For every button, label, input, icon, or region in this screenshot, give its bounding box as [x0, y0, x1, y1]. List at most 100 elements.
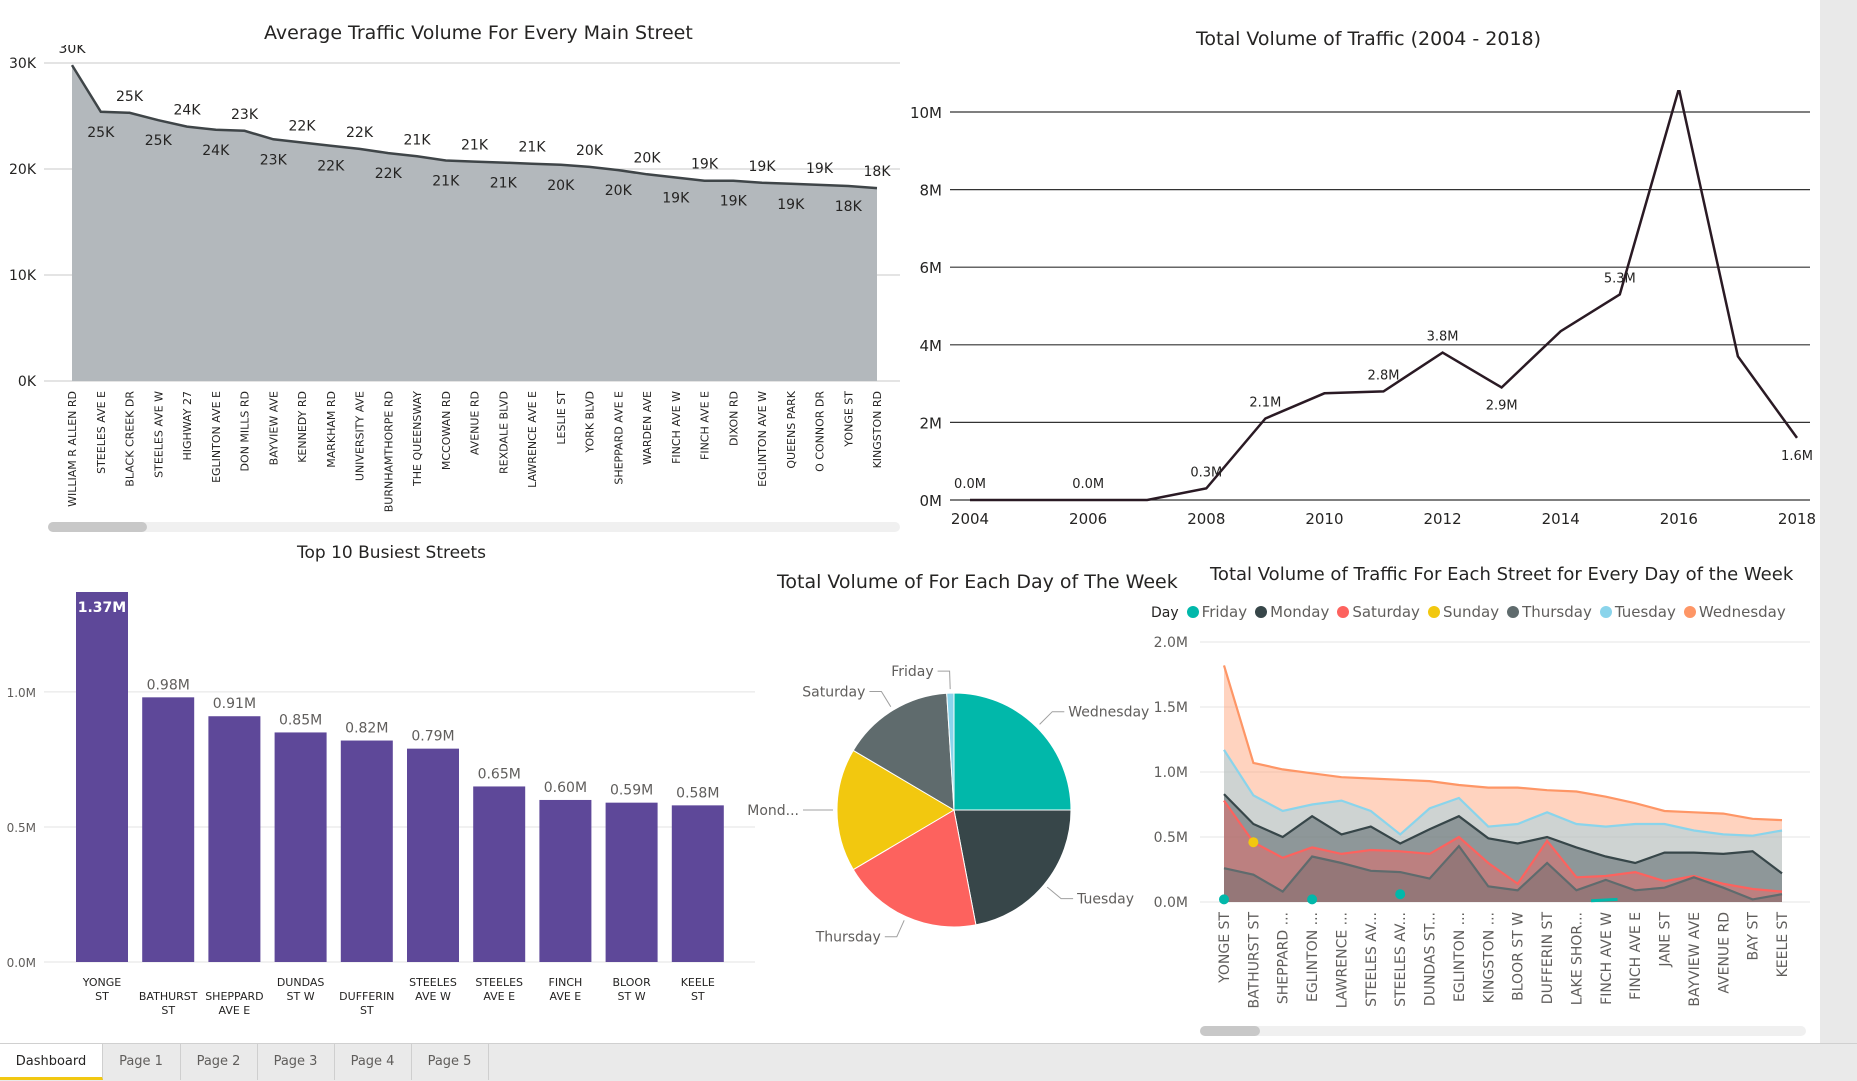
bar-category-label: AVE E [483, 990, 515, 1003]
year-xtick-label: 2014 [1542, 510, 1580, 528]
avg-data-label: 19K [806, 161, 834, 177]
bar-category-label: ST [691, 990, 705, 1003]
year-series-line [970, 90, 1799, 502]
bar-ytick-label: 0.0M [7, 956, 36, 970]
street-series-line [1223, 799, 1783, 893]
pie-slice-label: Thursday [815, 930, 881, 946]
bar-data-label: 0.79M [411, 729, 454, 745]
avg-data-label: 18K [835, 199, 863, 215]
avg-data-label: 18K [864, 164, 892, 180]
pie-slice-label: Friday [891, 664, 933, 680]
street-series-area [1224, 846, 1782, 902]
legend-title: Day [1151, 605, 1179, 621]
street-chart-scrollbar[interactable] [1200, 1026, 1806, 1036]
legend-item[interactable]: Wednesday [1676, 603, 1786, 621]
avg-area-fill [72, 65, 877, 381]
street-series-area [1224, 665, 1782, 902]
street-category-label: KINGSTON ... [1481, 912, 1497, 1003]
bar-category-label: BLOOR [612, 976, 651, 989]
avg-data-label: 22K [346, 125, 374, 141]
legend-label: Tuesday [1614, 603, 1676, 621]
day-pie-chart: Wednesday Tuesday Thursday Mond... Saturday F… [747, 664, 1149, 946]
street-chart-scroll-thumb[interactable] [1200, 1026, 1260, 1036]
tab-page-5[interactable]: Page 5 [411, 1044, 489, 1080]
tab-page-1[interactable]: Page 1 [102, 1044, 181, 1080]
avg-chart-scroll-thumb[interactable] [48, 522, 147, 532]
year-data-label: 3.8M [1427, 330, 1459, 345]
legend-swatch [1599, 606, 1612, 618]
bar-category-label: DUNDAS [277, 976, 325, 989]
page-tab-bar: Dashboard Page 1 Page 2 Page 3 Page 4 Page 5 [0, 1043, 1857, 1081]
legend-item[interactable]: Tuesday [1592, 603, 1676, 621]
street-category-label: EGLINTON ... [1452, 912, 1468, 1002]
street-ytick-label: 1.5M [1154, 700, 1188, 716]
avg-data-label: 19K [662, 190, 690, 206]
avg-data-label: 24K [202, 143, 230, 159]
year-ytick-label: 4M [920, 337, 943, 355]
pie-slice [946, 692, 955, 811]
avg-area-line [70, 64, 878, 190]
legend-item[interactable]: Thursday [1499, 603, 1592, 621]
tab-page-3[interactable]: Page 3 [257, 1044, 335, 1080]
top10-bar-chart: 0.0M0.5M1.0M1.37MYONGEST0.98MBATHURSTST0… [7, 592, 755, 1017]
bar-data-label: 0.65M [478, 766, 521, 782]
bar-category-label: AVE E [550, 990, 582, 1003]
year-ytick-label: 2M [920, 414, 943, 432]
avg-category-label: BURNHAMTHORPE RD [382, 391, 395, 512]
street-category-label: EGLINTON ... [1305, 912, 1321, 1002]
avg-data-label: 22K [317, 159, 345, 175]
avg-category-label: LESLIE ST [555, 391, 568, 445]
legend-swatch [1427, 606, 1440, 618]
pie-slice [836, 749, 955, 871]
street-ytick-label: 0.0M [1154, 895, 1188, 911]
legend-item[interactable]: Monday [1247, 603, 1329, 621]
avg-category-label: YONGE ST [842, 391, 855, 448]
legend-item[interactable]: Friday [1179, 603, 1247, 621]
year-xtick-label: 2012 [1423, 510, 1461, 528]
legend-label: Sunday [1442, 603, 1500, 621]
legend-swatch [1186, 606, 1199, 618]
year-data-label: 1.6M [1781, 449, 1813, 464]
street-ytick-label: 2.0M [1154, 635, 1188, 651]
avg-ytick-label: 10K [9, 268, 37, 284]
year-xtick-label: 2008 [1187, 510, 1225, 528]
street-category-label: BAY ST [1746, 912, 1762, 961]
pie-slice [852, 809, 977, 928]
tab-dashboard[interactable]: Dashboard [0, 1044, 103, 1080]
pie-leader-line [1039, 711, 1065, 725]
year-xtick-label: 2006 [1069, 510, 1107, 528]
bar [76, 592, 128, 962]
street-category-label: STEELES AV... [1364, 912, 1380, 1007]
street-category-label: KEELE ST [1775, 912, 1791, 978]
avg-category-label: AVENUE RD [469, 391, 482, 455]
bar-category-label: STEELES [475, 976, 523, 989]
tab-page-2[interactable]: Page 2 [180, 1044, 258, 1080]
year-xtick-label: 2016 [1660, 510, 1698, 528]
bar-ytick-label: 0.5M [7, 821, 36, 835]
tab-page-4[interactable]: Page 4 [334, 1044, 412, 1080]
legend-item[interactable]: Saturday [1329, 603, 1420, 621]
avg-ytick-label: 0K [18, 374, 37, 390]
year-ytick-label: 0M [920, 492, 943, 510]
bar-data-label: 0.58M [676, 785, 719, 801]
street-series-line [1222, 665, 1783, 822]
avg-category-label: WILLIAM R ALLEN RD [66, 391, 79, 507]
legend-item[interactable]: Sunday [1420, 603, 1499, 621]
bar-data-label: 1.37M [78, 600, 126, 616]
bar [142, 697, 195, 962]
legend-label: Friday [1201, 603, 1248, 621]
bar-category-label: SHEPPARD [205, 990, 263, 1003]
bar-category-label: BATHURST [139, 990, 198, 1003]
avg-data-label: 30K [59, 45, 87, 57]
bar-category-label: ST W [287, 990, 315, 1003]
street-category-label: YONGE ST [1217, 912, 1233, 984]
year-ytick-label: 10M [910, 104, 942, 122]
legend-swatch [1683, 606, 1696, 618]
street-sunday-point [1248, 837, 1259, 848]
avg-chart-scrollbar[interactable] [48, 522, 900, 532]
bar-ytick-label: 1.0M [7, 686, 36, 700]
legend-label: Thursday [1522, 603, 1592, 621]
pie-slice-label: Mond... [747, 803, 799, 819]
pie-slice-label: Wednesday [1068, 705, 1149, 721]
avg-category-label: FINCH AVE E [699, 391, 712, 460]
